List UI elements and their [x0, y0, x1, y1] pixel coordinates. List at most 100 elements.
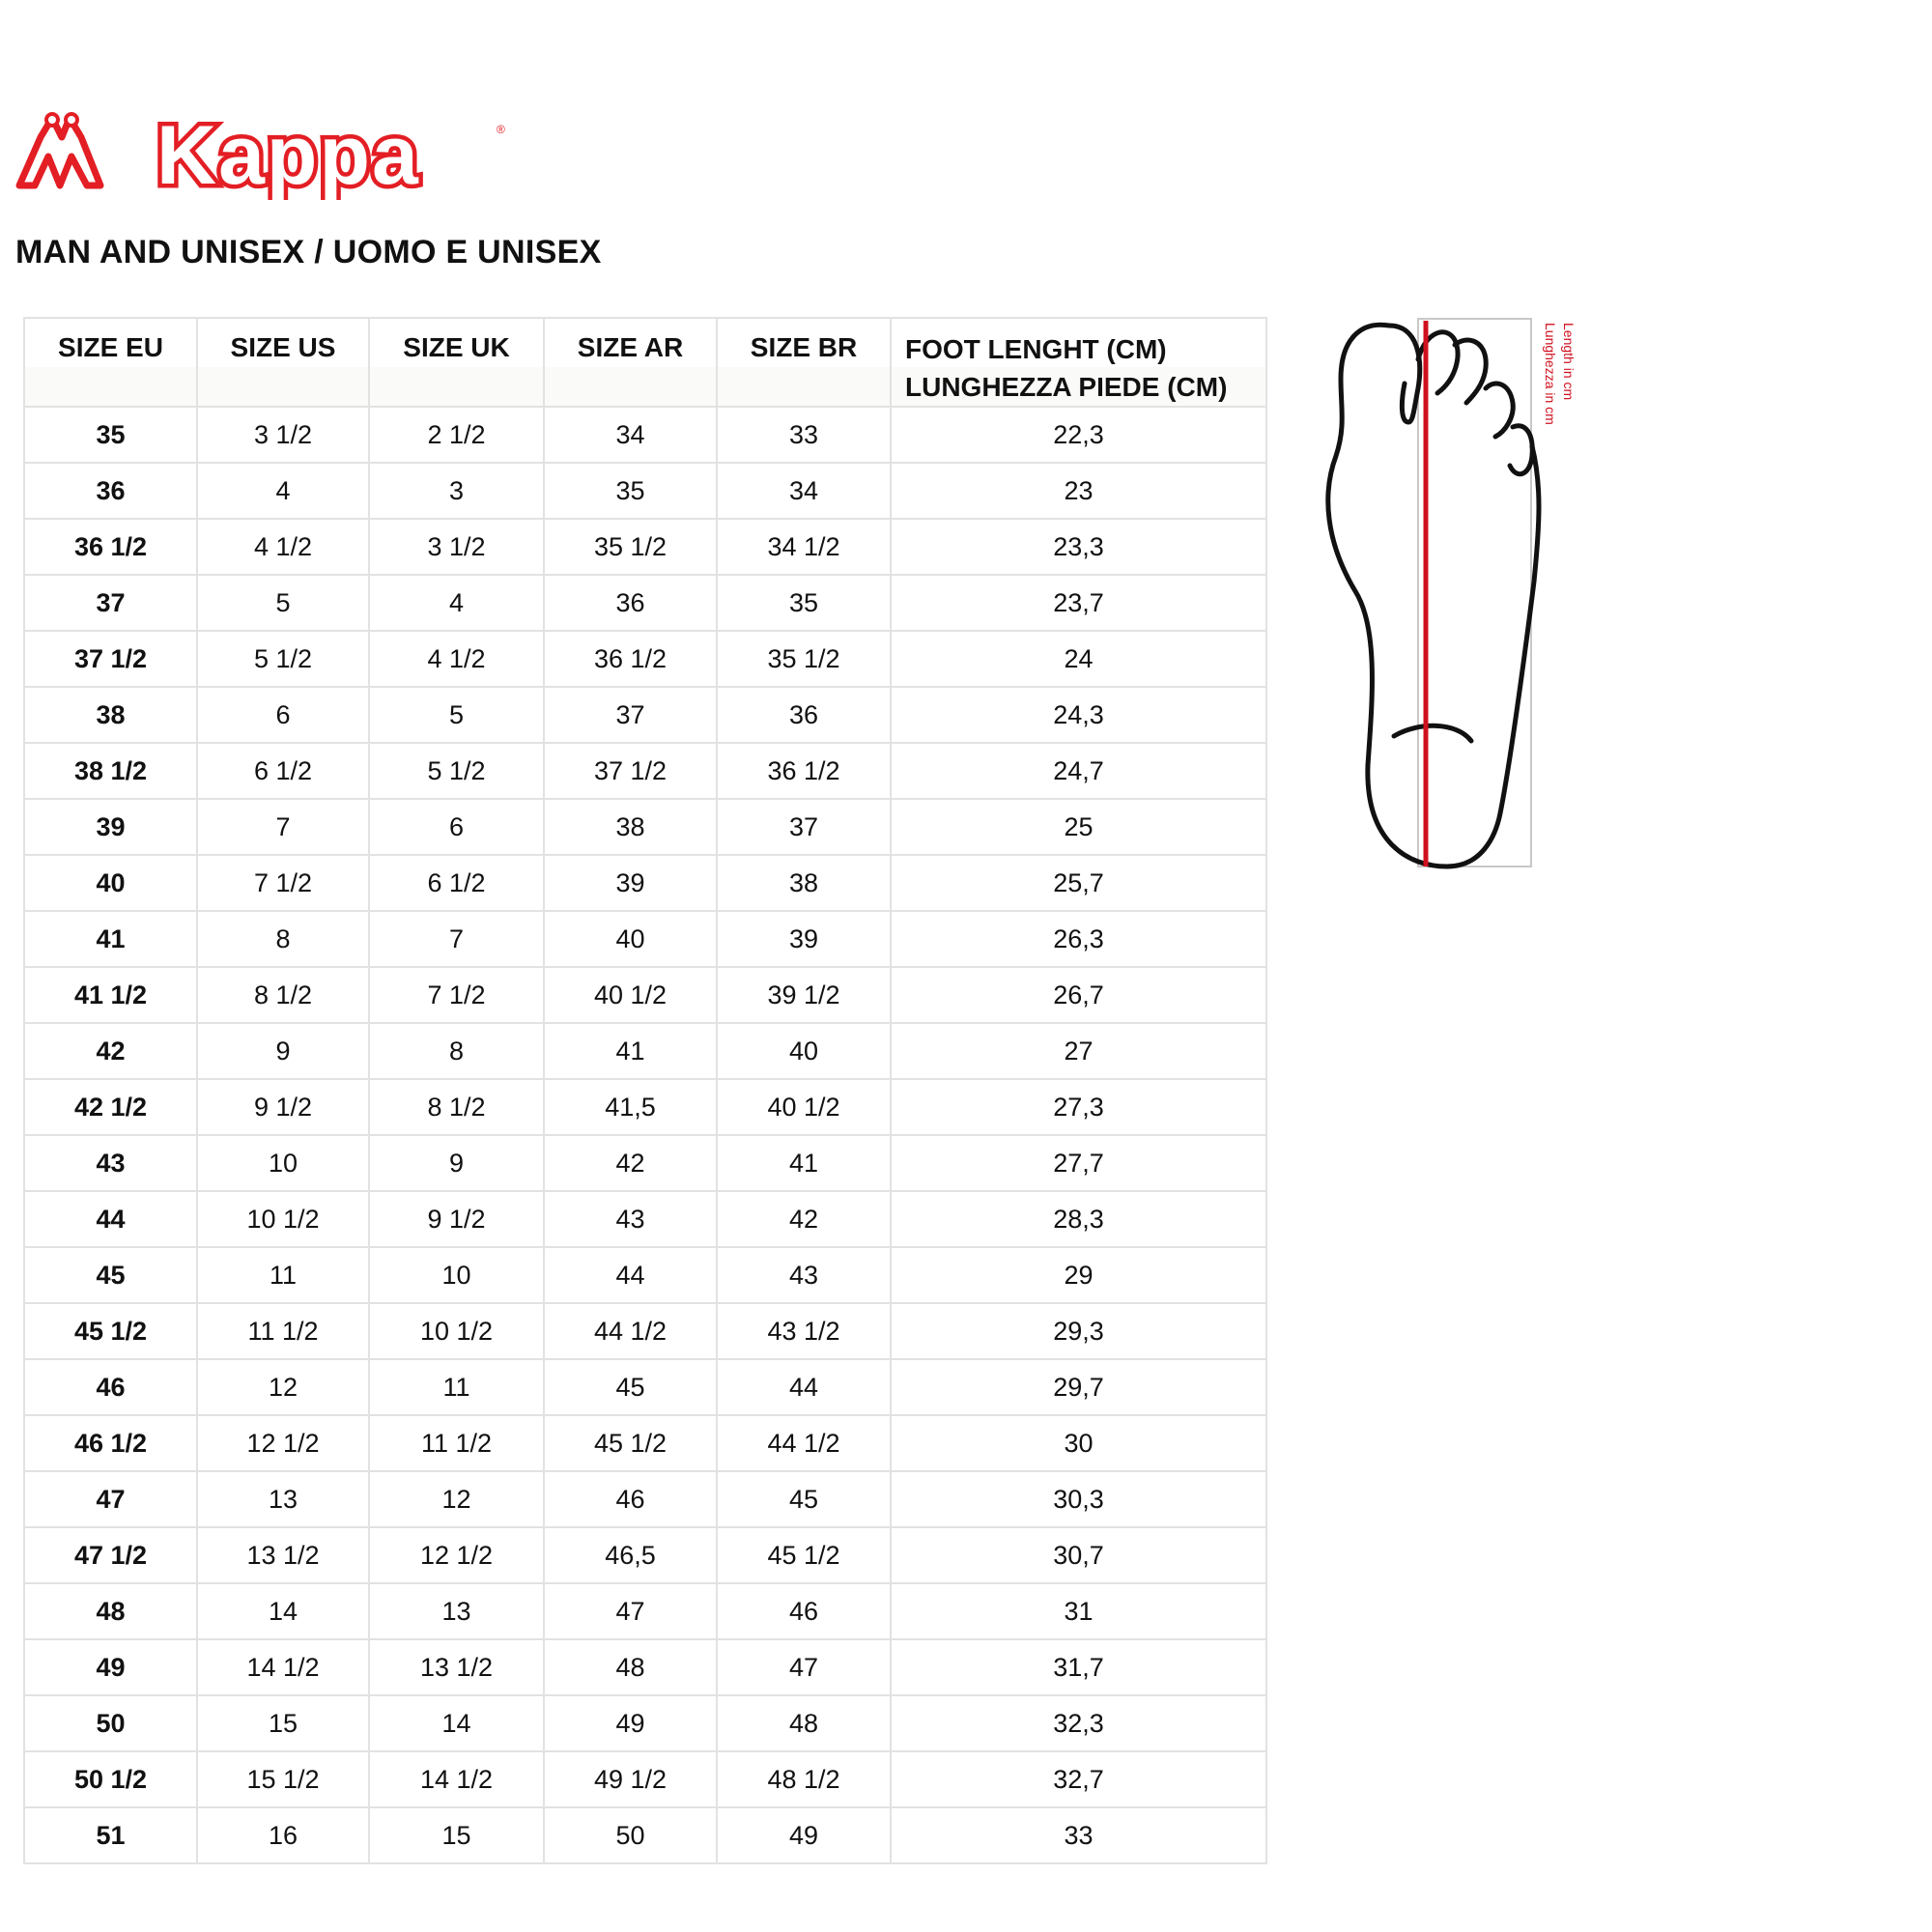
- cell-size-eu: 43: [23, 1134, 198, 1192]
- table-row: 38 1/2 6 1/2 5 1/2 37 1/2 36 1/2 24,7: [23, 742, 1267, 800]
- cell-size-br: 41: [716, 1134, 892, 1192]
- cell-size-uk: 7 1/2: [368, 966, 545, 1024]
- cell-size-uk: 8 1/2: [368, 1078, 545, 1136]
- cell-size-uk: 7: [368, 910, 545, 968]
- table-row: 39 7 6 38 37 25: [23, 798, 1267, 856]
- header-foot-length-it: LUNGHEZZA PIEDE (CM): [905, 372, 1228, 402]
- cell-size-ar: 45 1/2: [543, 1414, 718, 1472]
- cell-size-eu: 37: [23, 574, 198, 632]
- cell-size-uk: 9 1/2: [368, 1190, 545, 1248]
- cell-size-uk: 4: [368, 574, 545, 632]
- header-size-eu: SIZE EU: [23, 317, 198, 408]
- cell-foot-length: 26,7: [890, 966, 1267, 1024]
- cell-size-ar: 41,5: [543, 1078, 718, 1136]
- cell-size-ar: 45: [543, 1358, 718, 1416]
- cell-size-us: 5: [196, 574, 370, 632]
- cell-size-ar: 44 1/2: [543, 1302, 718, 1360]
- table-header-row: SIZE EU SIZE US SIZE UK SIZE AR SIZE BR …: [23, 317, 1267, 408]
- cell-size-us: 13: [196, 1470, 370, 1528]
- cell-size-us: 11: [196, 1246, 370, 1304]
- cell-foot-length: 25: [890, 798, 1267, 856]
- cell-size-ar: 49: [543, 1694, 718, 1752]
- table-row: 48 14 13 47 46 31: [23, 1582, 1267, 1640]
- cell-size-us: 5 1/2: [196, 630, 370, 688]
- foot-outline-icon: [1325, 322, 1542, 869]
- cell-size-us: 6 1/2: [196, 742, 370, 800]
- table-row: 47 13 12 46 45 30,3: [23, 1470, 1267, 1528]
- cell-size-ar: 43: [543, 1190, 718, 1248]
- length-label-en: Length in cm: [1561, 323, 1577, 400]
- cell-size-br: 39 1/2: [716, 966, 892, 1024]
- cell-size-ar: 49 1/2: [543, 1750, 718, 1808]
- cell-size-uk: 11 1/2: [368, 1414, 545, 1472]
- cell-size-ar: 46,5: [543, 1526, 718, 1584]
- cell-size-us: 3 1/2: [196, 406, 370, 464]
- cell-size-eu: 44: [23, 1190, 198, 1248]
- cell-size-eu: 49: [23, 1638, 198, 1696]
- cell-size-us: 15: [196, 1694, 370, 1752]
- cell-size-br: 40: [716, 1022, 892, 1080]
- cell-size-br: 47: [716, 1638, 892, 1696]
- cell-size-us: 7: [196, 798, 370, 856]
- header-foot-length: FOOT LENGHT (CM) LUNGHEZZA PIEDE (CM): [890, 317, 1267, 408]
- cell-foot-length: 23,3: [890, 518, 1267, 576]
- cell-size-us: 8: [196, 910, 370, 968]
- header-size-us: SIZE US: [196, 317, 370, 408]
- table-row: 40 7 1/2 6 1/2 39 38 25,7: [23, 854, 1267, 912]
- cell-foot-length: 24,7: [890, 742, 1267, 800]
- table-row: 41 8 7 40 39 26,3: [23, 910, 1267, 968]
- cell-size-br: 43: [716, 1246, 892, 1304]
- cell-foot-length: 27,7: [890, 1134, 1267, 1192]
- cell-size-ar: 37 1/2: [543, 742, 718, 800]
- cell-foot-length: 31: [890, 1582, 1267, 1640]
- cell-foot-length: 31,7: [890, 1638, 1267, 1696]
- cell-size-br: 37: [716, 798, 892, 856]
- table-row: 46 12 11 45 44 29,7: [23, 1358, 1267, 1416]
- cell-foot-length: 29,7: [890, 1358, 1267, 1416]
- table-row: 46 1/2 12 1/2 11 1/2 45 1/2 44 1/2 30: [23, 1414, 1267, 1472]
- cell-size-eu: 41: [23, 910, 198, 968]
- cell-size-ar: 48: [543, 1638, 718, 1696]
- cell-size-uk: 13: [368, 1582, 545, 1640]
- table-row: 47 1/2 13 1/2 12 1/2 46,5 45 1/2 30,7: [23, 1526, 1267, 1584]
- cell-size-us: 14 1/2: [196, 1638, 370, 1696]
- cell-size-uk: 3 1/2: [368, 518, 545, 576]
- cell-size-eu: 39: [23, 798, 198, 856]
- cell-size-eu: 46: [23, 1358, 198, 1416]
- foot-measurement-diagram: Length in cm Lunghezza in cm: [1325, 318, 1577, 869]
- cell-size-uk: 4 1/2: [368, 630, 545, 688]
- cell-foot-length: 29: [890, 1246, 1267, 1304]
- cell-foot-length: 32,3: [890, 1694, 1267, 1752]
- cell-size-eu: 50: [23, 1694, 198, 1752]
- cell-size-uk: 8: [368, 1022, 545, 1080]
- cell-size-ar: 35 1/2: [543, 518, 718, 576]
- omini-logo-icon: [15, 112, 104, 189]
- cell-size-uk: 6: [368, 798, 545, 856]
- cell-size-us: 12 1/2: [196, 1414, 370, 1472]
- cell-size-uk: 14 1/2: [368, 1750, 545, 1808]
- table-row: 36 1/2 4 1/2 3 1/2 35 1/2 34 1/2 23,3: [23, 518, 1267, 576]
- cell-size-us: 4: [196, 462, 370, 520]
- cell-foot-length: 30: [890, 1414, 1267, 1472]
- cell-size-uk: 2 1/2: [368, 406, 545, 464]
- cell-size-br: 36: [716, 686, 892, 744]
- cell-size-eu: 36: [23, 462, 198, 520]
- cell-size-eu: 46 1/2: [23, 1414, 198, 1472]
- cell-foot-length: 27: [890, 1022, 1267, 1080]
- cell-size-ar: 37: [543, 686, 718, 744]
- cell-size-br: 34 1/2: [716, 518, 892, 576]
- cell-size-ar: 50: [543, 1806, 718, 1864]
- cell-size-eu: 40: [23, 854, 198, 912]
- cell-size-ar: 40: [543, 910, 718, 968]
- cell-size-uk: 5 1/2: [368, 742, 545, 800]
- cell-size-eu: 42: [23, 1022, 198, 1080]
- cell-size-br: 39: [716, 910, 892, 968]
- cell-size-br: 35: [716, 574, 892, 632]
- cell-size-us: 7 1/2: [196, 854, 370, 912]
- svg-text:®: ®: [497, 123, 505, 136]
- table-row: 50 15 14 49 48 32,3: [23, 1694, 1267, 1752]
- table-row: 51 16 15 50 49 33: [23, 1806, 1267, 1864]
- table-row: 36 4 3 35 34 23: [23, 462, 1267, 520]
- cell-size-uk: 6 1/2: [368, 854, 545, 912]
- cell-size-br: 34: [716, 462, 892, 520]
